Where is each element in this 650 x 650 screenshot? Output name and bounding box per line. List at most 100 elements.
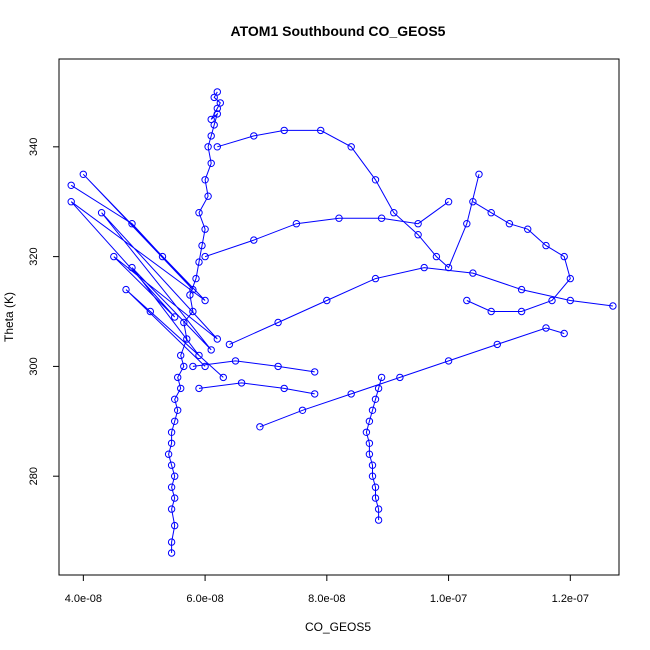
data-point	[487, 307, 495, 316]
data-point	[298, 406, 307, 414]
data-point	[67, 181, 75, 190]
data-point	[362, 428, 371, 436]
series-line-6	[259, 327, 565, 428]
data-point	[183, 335, 191, 343]
data-point	[171, 472, 179, 480]
data-point	[377, 214, 386, 222]
data-point	[542, 324, 550, 332]
data-point	[174, 406, 182, 414]
data-point	[177, 351, 185, 360]
data-point	[560, 252, 568, 261]
data-point	[167, 483, 176, 491]
data-point	[371, 176, 380, 184]
data-point	[207, 346, 215, 354]
data-point	[171, 395, 179, 403]
data-point	[171, 313, 179, 321]
data-point	[323, 296, 331, 305]
data-point	[560, 329, 568, 338]
y-axis: 280 300 320 340	[28, 138, 60, 485]
data-point	[237, 379, 246, 387]
data-point	[164, 450, 173, 458]
data-point	[207, 115, 215, 124]
data-point	[201, 225, 209, 233]
data-point	[195, 351, 203, 360]
data-point	[79, 170, 88, 179]
x-tick-label: 1.2e-07	[552, 593, 589, 605]
series-line-8	[204, 201, 449, 258]
data-point	[146, 307, 155, 316]
data-point	[158, 252, 167, 261]
data-point	[195, 258, 203, 266]
data-point	[365, 450, 374, 458]
data-point	[186, 291, 194, 299]
data-point	[365, 417, 374, 425]
data-point	[210, 93, 218, 102]
data-point	[371, 494, 380, 502]
series-line-1	[168, 91, 221, 553]
data-point	[374, 516, 383, 524]
data-point	[97, 209, 106, 217]
data-point	[368, 461, 377, 469]
data-point	[274, 362, 282, 371]
data-point	[347, 390, 355, 398]
data-point	[475, 170, 483, 179]
data-point	[167, 428, 176, 436]
data-point	[347, 143, 355, 151]
data-point	[566, 274, 574, 283]
series-line-3	[70, 173, 224, 378]
data-point	[548, 296, 556, 305]
data-point	[420, 263, 428, 272]
data-point	[505, 220, 514, 228]
data-point	[368, 472, 377, 480]
data-point	[174, 373, 182, 382]
data-point	[311, 390, 319, 398]
data-point	[609, 302, 617, 310]
data-point	[432, 252, 441, 261]
plot-area-border	[58, 58, 620, 576]
data-point	[371, 274, 380, 283]
data-point	[371, 483, 380, 491]
data-point	[256, 423, 264, 431]
data-point	[371, 395, 380, 403]
data-point	[201, 362, 209, 371]
chart-title: ATOM1 Southbound CO_GEOS5	[231, 23, 446, 39]
data-point	[444, 198, 453, 206]
data-layer	[67, 88, 617, 557]
data-point	[219, 373, 228, 382]
data-point	[213, 335, 222, 343]
data-point	[365, 439, 374, 447]
data-point	[216, 99, 225, 107]
data-point	[110, 252, 118, 261]
data-point	[213, 88, 222, 96]
data-point	[311, 368, 319, 376]
x-tick-label: 1.0e-07	[430, 593, 467, 605]
series-line-2	[365, 377, 383, 521]
x-tick-label: 8.0e-08	[308, 593, 345, 605]
data-point	[377, 373, 386, 382]
data-point	[128, 263, 136, 272]
data-point	[390, 209, 398, 217]
data-point	[225, 340, 234, 349]
data-point	[274, 318, 282, 327]
data-point	[180, 318, 188, 327]
data-point	[469, 198, 477, 206]
series-line-7	[466, 201, 571, 312]
data-point	[201, 296, 209, 305]
y-tick-label: 280	[28, 467, 40, 485]
data-point	[189, 362, 197, 371]
data-point	[192, 274, 200, 283]
y-tick-label: 320	[28, 247, 40, 265]
data-point	[207, 159, 215, 168]
data-point	[414, 231, 422, 239]
data-point	[396, 373, 404, 382]
data-point	[171, 417, 179, 425]
y-tick-label: 300	[28, 357, 40, 375]
data-point	[374, 505, 383, 513]
data-point	[201, 252, 209, 261]
data-point	[167, 505, 176, 513]
series-line-4	[217, 129, 480, 269]
data-point	[207, 132, 215, 140]
data-point	[122, 285, 130, 294]
data-point	[204, 143, 212, 151]
